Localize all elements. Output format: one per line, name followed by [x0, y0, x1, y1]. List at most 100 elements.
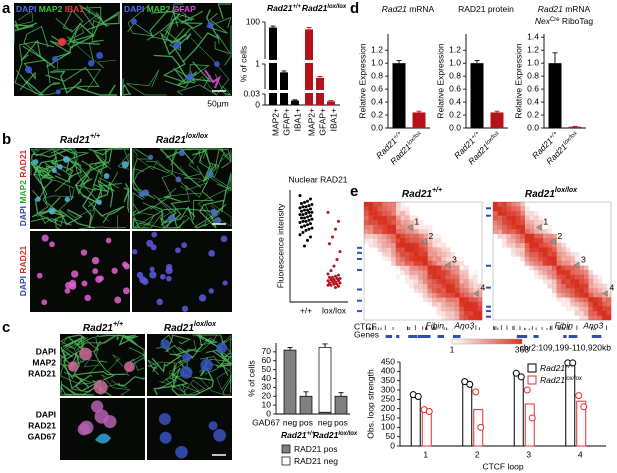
- x-tick-label: IBA1+: [292, 108, 302, 131]
- neurite: [30, 217, 60, 230]
- ctcf-peak: [493, 325, 494, 330]
- hic-cell: [445, 297, 451, 303]
- gene: Rad21: [156, 135, 186, 146]
- hic-cell: [574, 279, 580, 284]
- dot: [301, 231, 305, 235]
- hic-cell: [520, 242, 525, 248]
- bar: [269, 27, 277, 105]
- hic-cell: [413, 261, 419, 266]
- row-label: RAD21: [28, 420, 56, 430]
- neurite: [190, 38, 230, 96]
- hic-cell: [556, 297, 562, 303]
- neurite: [60, 347, 91, 385]
- hic-cell: [427, 229, 433, 234]
- y-tick-label: 1.2: [449, 44, 461, 54]
- neurite: [69, 4, 102, 45]
- nucleus: [71, 270, 79, 278]
- hic-cell: [441, 279, 446, 284]
- hic-cell: [418, 283, 424, 289]
- hic-cell: [427, 251, 433, 257]
- hic-cell: [373, 206, 378, 212]
- y-tick-label: 400: [381, 366, 395, 376]
- hic-cell: [432, 283, 437, 289]
- hic-cell: [386, 202, 392, 207]
- loop-label: 1: [414, 217, 419, 227]
- neurite: [60, 353, 75, 368]
- hic-cell: [570, 297, 575, 303]
- neurite: [217, 3, 231, 19]
- hic-cell: [386, 242, 392, 248]
- x-tick-label: +/+: [300, 305, 312, 315]
- hic-cell: [364, 229, 369, 234]
- nucleus: [208, 249, 215, 257]
- nucleus: [111, 267, 118, 274]
- legend-swatch: [281, 444, 291, 454]
- hic-cell: [556, 292, 562, 298]
- hic-cell: [400, 202, 406, 207]
- hic-cell: [493, 229, 498, 234]
- hic-cell: [413, 279, 419, 284]
- hic-cell: [538, 220, 544, 225]
- neurite: [159, 379, 206, 396]
- neurite: [215, 74, 232, 96]
- row-label: DAPI RAD21: [18, 245, 28, 296]
- gene: Rad21: [313, 430, 339, 440]
- hic-cell: [529, 215, 535, 221]
- ctcf-peak: [432, 327, 434, 330]
- hic-cell: [502, 215, 507, 221]
- hic-cell: [579, 261, 584, 266]
- dot: [332, 264, 336, 268]
- hic-cell: [450, 251, 455, 257]
- hic-cell: [450, 270, 455, 275]
- y-tick-label: 0.6: [527, 83, 539, 93]
- error-bar: [552, 52, 558, 64]
- hic-cell: [524, 220, 530, 225]
- point: [569, 359, 577, 367]
- hic-cell: [427, 265, 433, 271]
- nucleus: [94, 409, 109, 424]
- y-tick-label: 300: [381, 384, 395, 394]
- hic-cell: [400, 233, 406, 239]
- hic-cell: [574, 297, 580, 303]
- allele: +/+: [565, 364, 574, 370]
- hic-cell: [386, 247, 392, 253]
- y-tick-label: 0.0: [371, 122, 383, 132]
- hic-cell: [386, 238, 392, 244]
- hic-cell: [413, 247, 419, 253]
- ctcf-peak: [479, 327, 481, 330]
- axis-break: [261, 60, 341, 63]
- hic-cell: [436, 251, 442, 257]
- ctcf-peak: [375, 326, 377, 330]
- hic-cell: [556, 270, 562, 275]
- hic-cell: [373, 211, 378, 216]
- hic-cell: [445, 306, 451, 312]
- ctcf-peak: [426, 325, 428, 330]
- ctcf-peak: [569, 328, 571, 330]
- hic-cell: [520, 233, 525, 239]
- hic-cell: [463, 292, 469, 298]
- nucleus: [51, 56, 58, 63]
- ctcf-peak: [422, 326, 424, 330]
- hic-cell: [552, 256, 557, 262]
- hic-cell: [468, 283, 474, 289]
- hic-cell: [547, 251, 553, 257]
- dot: [304, 212, 308, 216]
- micrograph: [13, 3, 120, 96]
- hic-cell: [413, 274, 419, 280]
- chart-title: Rad21 mRNA: [538, 4, 591, 14]
- hic-cell: [583, 301, 589, 307]
- hic-cell: [570, 288, 575, 293]
- hic-cell: [427, 256, 433, 262]
- bar: [470, 63, 484, 129]
- ctcf-peak: [384, 325, 386, 330]
- hic-cell: [502, 220, 507, 225]
- gene-model: [408, 335, 412, 338]
- hic-cell: [382, 224, 387, 230]
- hic-cell: [592, 288, 598, 293]
- hic-cell: [364, 215, 369, 221]
- y-axis-label: % of cells: [246, 360, 256, 396]
- hic-cell: [547, 261, 553, 266]
- hic-cell: [565, 270, 571, 275]
- hic-cell: [588, 315, 594, 321]
- y-tick-label: 0.2: [371, 109, 383, 119]
